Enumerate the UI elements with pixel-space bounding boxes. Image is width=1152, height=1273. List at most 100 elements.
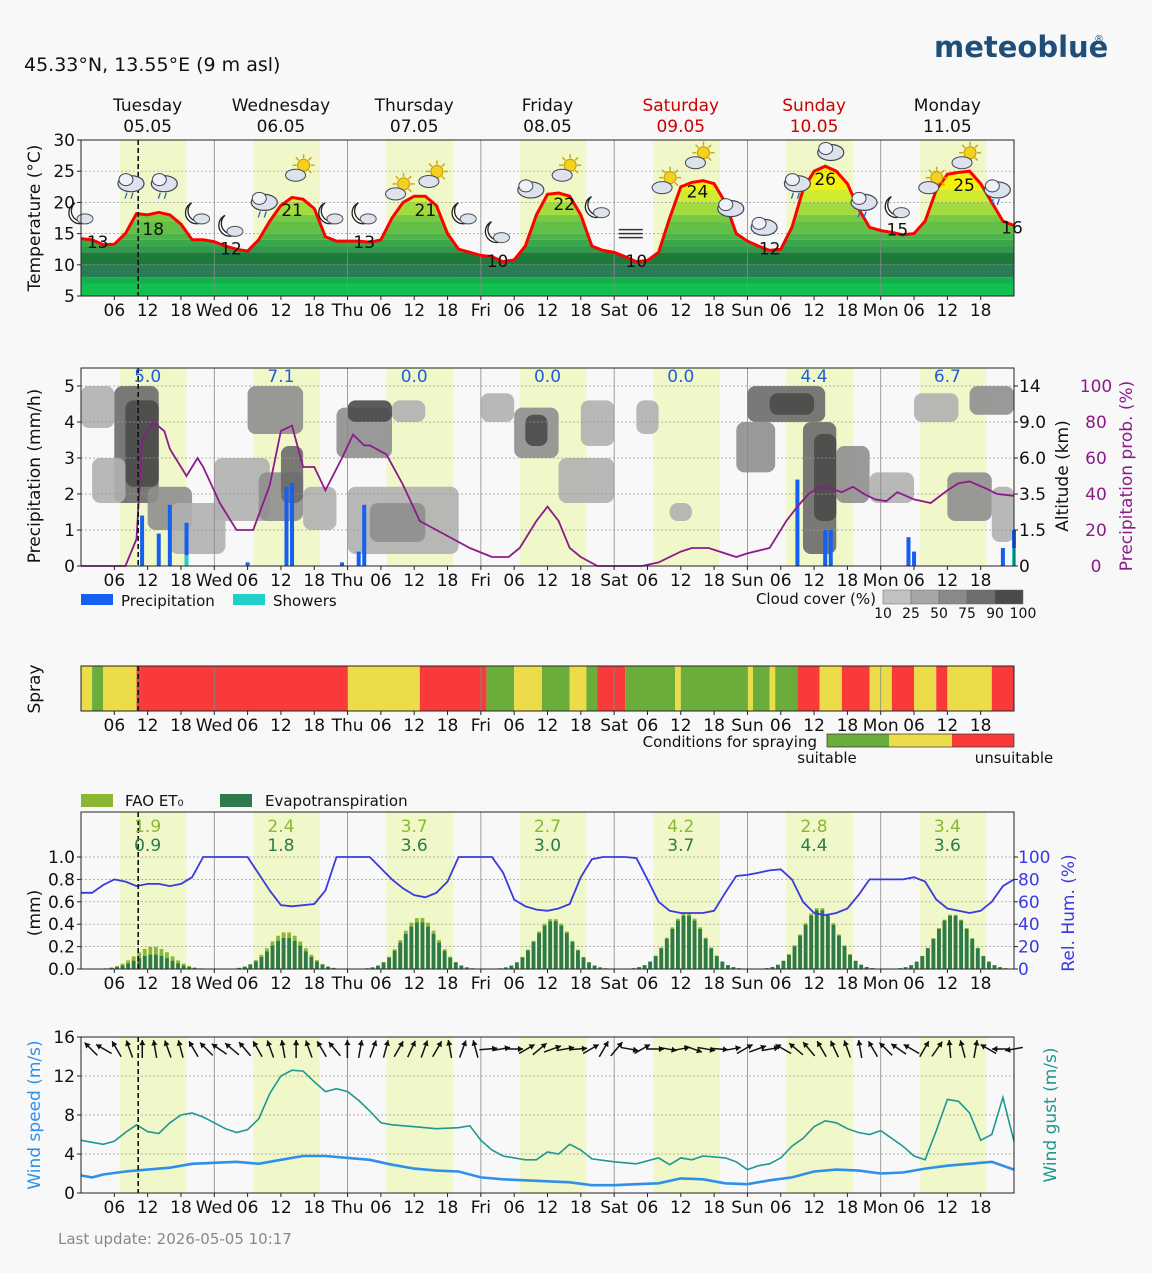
day-name-6: Monday xyxy=(914,96,981,116)
x-hour-label: 18 xyxy=(303,301,325,321)
cloud-cover-legend-swatch xyxy=(967,590,995,604)
altitude-tick-label: 9.0 xyxy=(1019,413,1046,433)
cloud-cover-area xyxy=(870,472,914,503)
y-tick-label: 0.6 xyxy=(48,893,75,913)
cloud-rain-icon-part xyxy=(785,174,799,186)
temperature-label: 18 xyxy=(142,220,164,240)
x-hour-label: 06 xyxy=(104,301,126,321)
x-day-label: Sat xyxy=(600,716,628,736)
humidity-tick-label: 80 xyxy=(1018,870,1040,890)
fao-daily-sum: 1.9 xyxy=(134,817,161,837)
y-tick-label: 8 xyxy=(64,1106,75,1126)
evapo-bar xyxy=(782,961,786,969)
evapo-bar xyxy=(548,921,552,969)
fao-legend-swatch xyxy=(81,794,113,807)
x-hour-label: 06 xyxy=(370,1198,392,1218)
x-hour-label: 18 xyxy=(970,974,992,994)
x-day-label: Thu xyxy=(331,571,364,591)
spray-segment xyxy=(92,666,103,711)
x-hour-label: 12 xyxy=(937,716,959,736)
probability-axis-title: Precipitation prob. (%) xyxy=(1117,381,1137,572)
x-hour-label: 12 xyxy=(803,571,825,591)
cloud-cover-area xyxy=(248,386,304,434)
x-hour-label: 12 xyxy=(270,974,292,994)
x-hour-label: 18 xyxy=(170,301,192,321)
probability-tick-label: 80 xyxy=(1085,413,1107,433)
evapo-bar xyxy=(959,921,963,969)
precipitation-legend-label: Precipitation xyxy=(121,592,215,610)
precipitation-bar xyxy=(906,537,910,566)
y-tick-label: 30 xyxy=(53,131,75,151)
precipitation-bar xyxy=(912,552,916,566)
x-hour-label: 06 xyxy=(370,301,392,321)
x-hour-label: 12 xyxy=(137,571,159,591)
spray-segment xyxy=(770,666,776,711)
evapo-bar xyxy=(309,957,313,969)
x-hour-label: 12 xyxy=(137,301,159,321)
cloud-cover-area xyxy=(814,434,836,521)
x-hour-label: 06 xyxy=(237,571,259,591)
evapo-bar xyxy=(648,962,652,969)
x-hour-label: 12 xyxy=(937,301,959,321)
precipitation-bar xyxy=(140,516,144,566)
spray-segment xyxy=(675,666,681,711)
probability-tick-label: 60 xyxy=(1085,449,1107,469)
cloud-cover-legend-title: Cloud cover (%) xyxy=(756,590,876,608)
x-hour-label: 12 xyxy=(670,974,692,994)
x-hour-label: 06 xyxy=(903,301,925,321)
evapo-bar xyxy=(265,951,269,969)
y-tick-label: 1.0 xyxy=(48,848,75,868)
x-day-label: Sat xyxy=(600,301,628,321)
evapo-bar xyxy=(981,956,985,969)
x-day-label: Fri xyxy=(471,1198,491,1218)
evapo-bar xyxy=(176,963,180,969)
evapo-bar xyxy=(709,948,713,969)
x-hour-label: 12 xyxy=(537,974,559,994)
day-date-3: 08.05 xyxy=(523,117,572,137)
daily-precip-sum: 5.0 xyxy=(134,367,161,387)
x-day-label: Fri xyxy=(471,571,491,591)
evapo-bar xyxy=(915,962,919,969)
temperature-label: 13 xyxy=(87,233,109,253)
cloud-cover-area xyxy=(736,422,775,472)
x-hour-label: 18 xyxy=(437,301,459,321)
x-hour-label: 18 xyxy=(170,1198,192,1218)
y-tick-label: 1 xyxy=(64,521,75,541)
spray-legend-unsuitable xyxy=(952,734,1014,747)
wind-gust-axis-title: Wind gust (m/s) xyxy=(1041,1047,1061,1182)
spray-segment xyxy=(542,666,570,711)
spray-segment xyxy=(597,666,625,711)
y-tick-label: 16 xyxy=(53,1028,75,1048)
y-tick-label: 5 xyxy=(64,377,75,397)
x-hour-label: 18 xyxy=(703,571,725,591)
spray-legend-title: Conditions for spraying xyxy=(643,733,817,751)
moon-cloud-icon-part xyxy=(77,214,93,224)
day-name-4: Saturday xyxy=(642,96,719,116)
x-hour-label: 18 xyxy=(570,1198,592,1218)
day-date-5: 10.05 xyxy=(790,117,839,137)
cloud-cover-legend-swatch xyxy=(911,590,939,604)
cloud-cover-area xyxy=(581,400,614,446)
x-hour-label: 06 xyxy=(770,974,792,994)
altitude-tick-label: 3.5 xyxy=(1019,485,1046,505)
x-day-label: Sun xyxy=(731,571,763,591)
x-hour-label: 18 xyxy=(970,571,992,591)
spray-segment xyxy=(586,666,597,711)
evapo-bar xyxy=(404,934,408,969)
y-tick-label: 0.4 xyxy=(48,915,75,935)
fao-legend-label: FAO ET₀ xyxy=(125,792,183,810)
precipitation-bar xyxy=(357,552,361,566)
cloud-cover-area xyxy=(970,386,1014,415)
x-hour-label: 06 xyxy=(903,1198,925,1218)
cloud-cover-area xyxy=(914,393,958,422)
x-hour-label: 06 xyxy=(370,716,392,736)
evapo-bar xyxy=(804,925,808,969)
x-hour-label: 06 xyxy=(104,1198,126,1218)
x-hour-label: 12 xyxy=(270,301,292,321)
cloud-cover-area xyxy=(392,400,425,422)
fao-daily-sum: 2.8 xyxy=(801,817,828,837)
